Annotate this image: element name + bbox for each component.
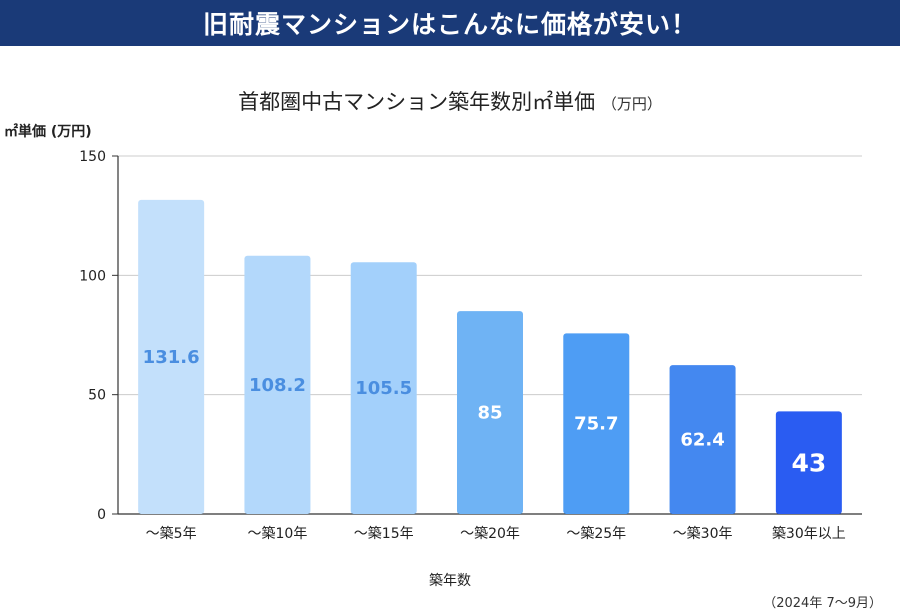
data-label: 75.7 [574,414,618,435]
data-label: 108.2 [249,375,306,396]
chart-title-text: 首都圏中古マンション築年数別㎡単価 [238,90,596,114]
header-banner: 旧耐震マンションはこんなに価格が安い！ [0,0,900,46]
x-tick-label: ～築25年 [566,526,626,542]
bar [457,311,523,514]
data-label: 131.6 [143,347,200,368]
bar [563,333,630,514]
x-tick-label: ～築10年 [248,526,308,542]
y-tick-label: 150 [79,149,106,165]
data-label: 62.4 [680,430,724,451]
bar [244,255,311,514]
x-tick-label: 築30年以上 [772,526,846,542]
x-tick-label: ～築5年 [146,526,197,542]
bar [775,411,842,514]
data-label: 85 [477,403,502,424]
chart-title-unit: （万円） [601,95,662,113]
chart-title: 首都圏中古マンション築年数別㎡単価 （万円） [0,86,900,116]
y-tick-label: 50 [88,388,106,404]
footnote: （2024年 7～9月） [763,596,882,611]
x-tick-label: ～築15年 [354,526,414,542]
bar [138,199,205,514]
data-label: 105.5 [355,378,412,399]
y-tick-label: 0 [97,507,106,523]
bar [669,365,736,514]
x-tick-label: ～築30年 [673,526,733,542]
y-axis-label: ㎡単価 (万円) [4,124,92,140]
x-tick-label: ～築20年 [460,526,520,542]
data-label: 43 [791,449,826,478]
y-tick-label: 100 [79,268,106,284]
x-axis-label: 築年数 [429,573,471,589]
bar [350,262,417,514]
banner-title: 旧耐震マンションはこんなに価格が安い！ [202,10,697,39]
